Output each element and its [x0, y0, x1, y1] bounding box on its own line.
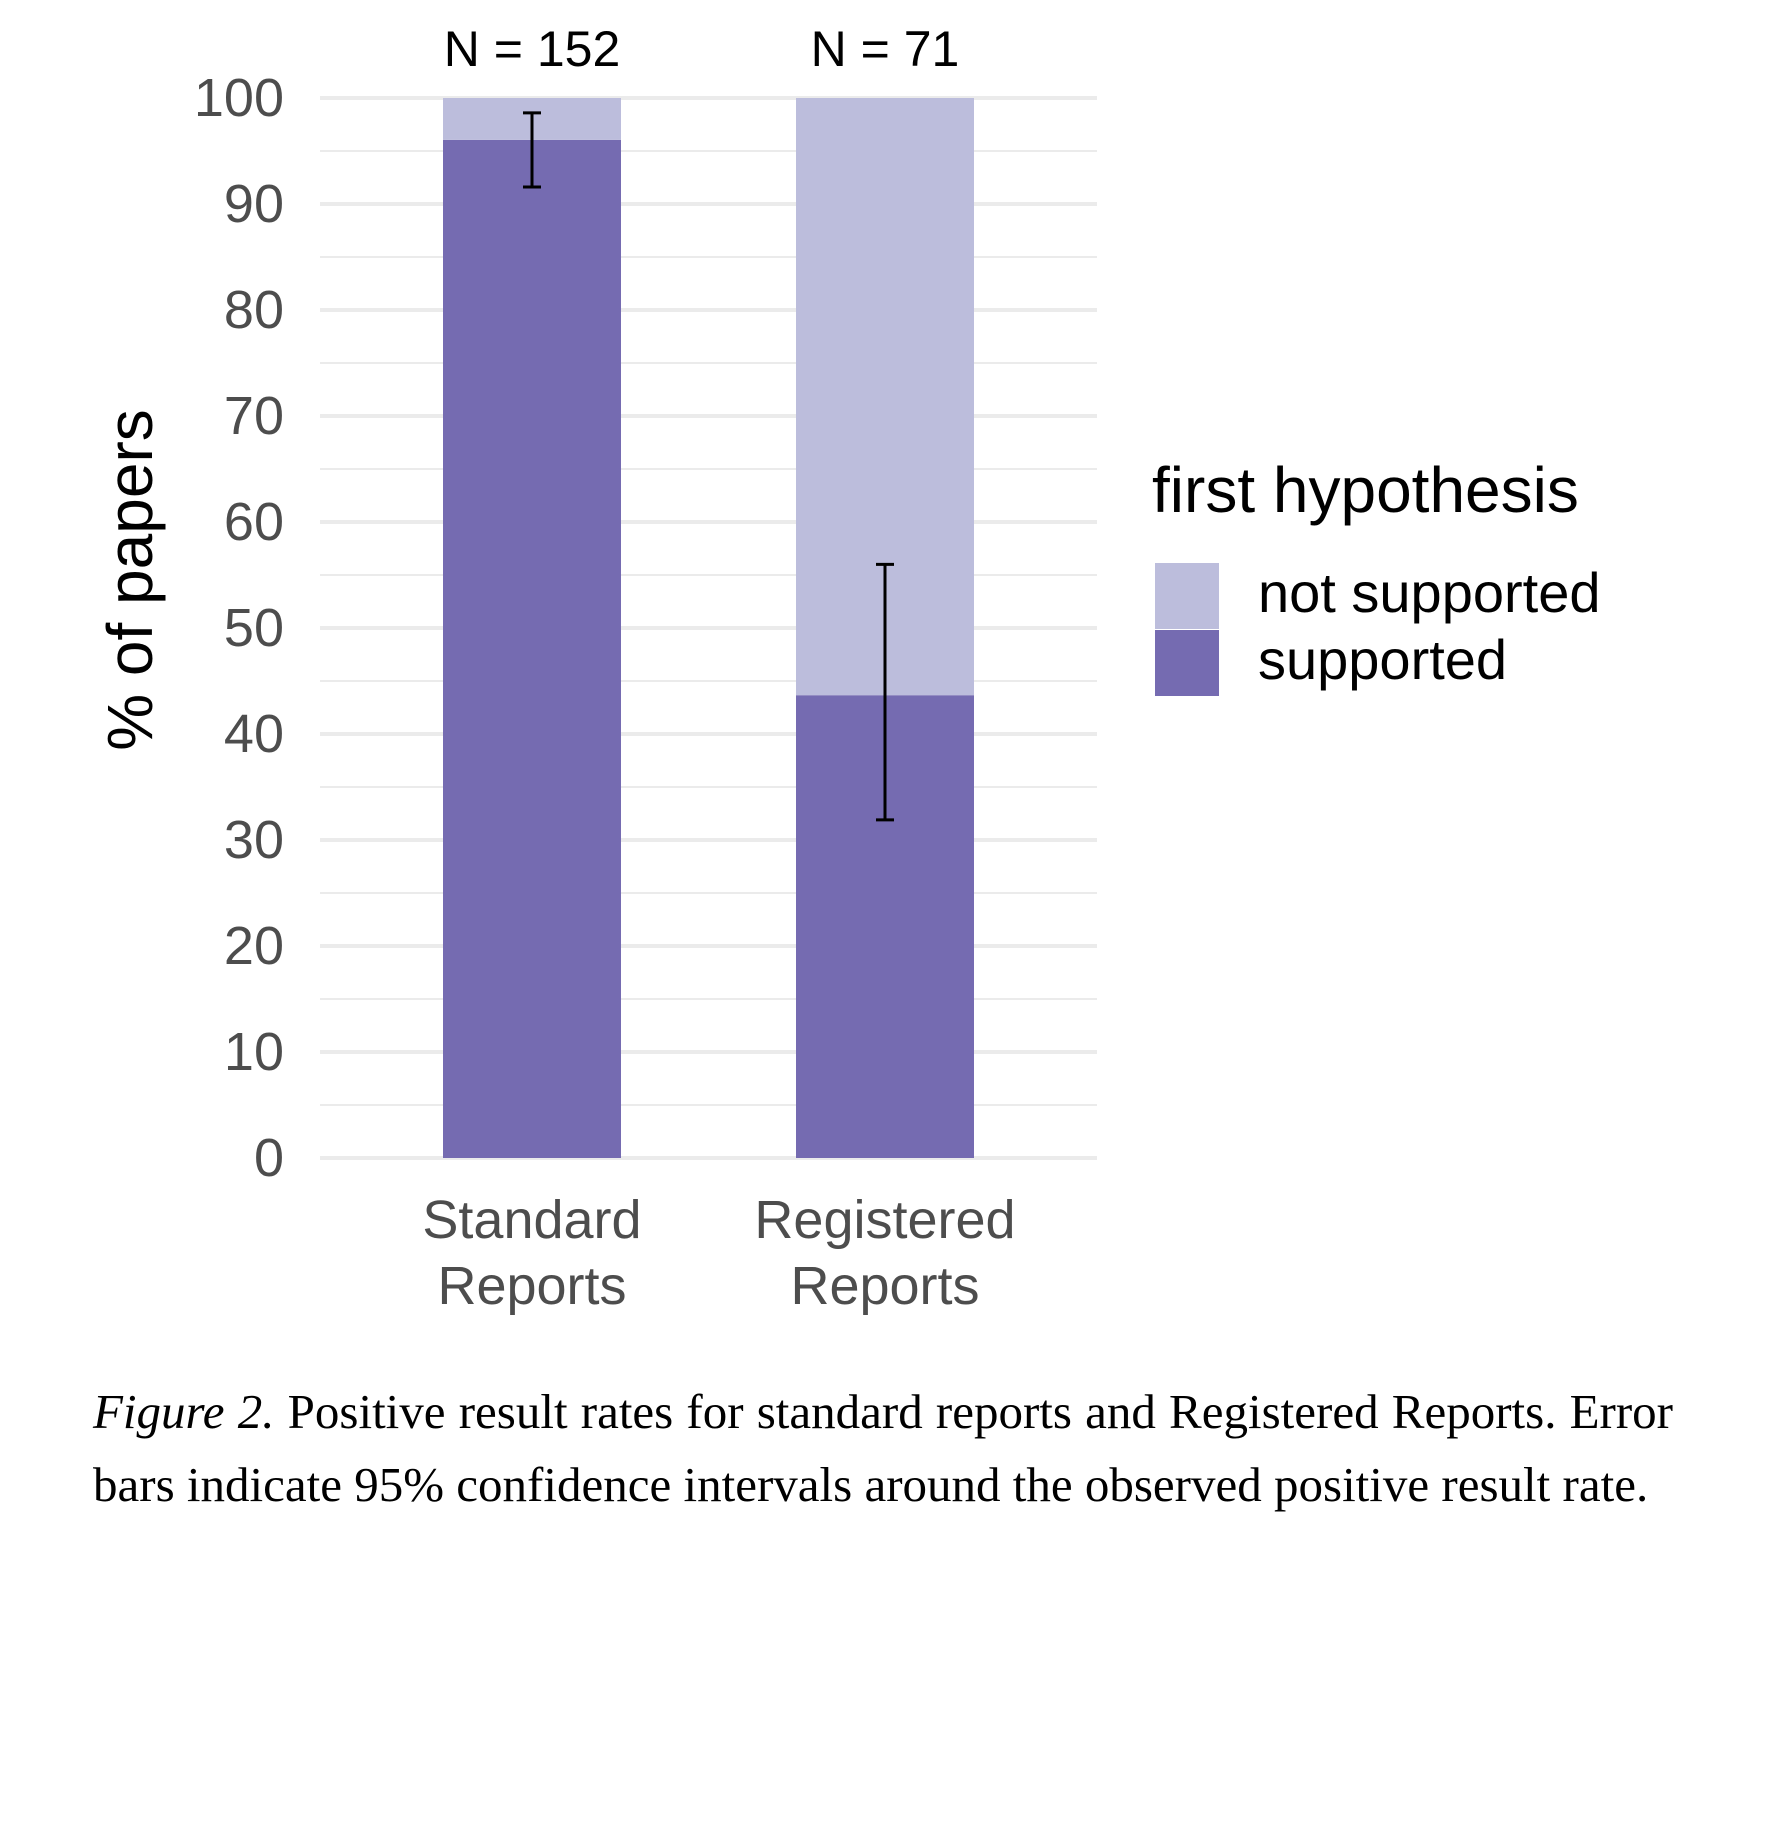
x-tick-label: Registered Reports: [754, 1190, 1015, 1316]
legend-label: supported: [1258, 628, 1507, 691]
legend-label: not supported: [1258, 561, 1600, 624]
y-tick-label: 70: [224, 386, 284, 446]
y-tick-label: 30: [224, 810, 284, 870]
sample-size-label: N = 152: [444, 21, 621, 77]
legend-entry: supported: [1155, 628, 1507, 696]
error-bar: [876, 562, 894, 822]
legend-title: first hypothesis: [1152, 454, 1579, 526]
y-tick-label: 100: [194, 68, 284, 128]
y-tick-label: 90: [224, 174, 284, 234]
y-tick-label: 10: [224, 1022, 284, 1082]
y-tick-label: 20: [224, 916, 284, 976]
error-bar: [523, 111, 541, 189]
y-tick-label: 0: [254, 1128, 284, 1188]
y-axis-label: % of papers: [94, 409, 166, 751]
x-tick-label-line: Reports: [790, 1256, 979, 1316]
x-tick-label-line: Reports: [437, 1256, 626, 1316]
bar-segment-supported: [443, 139, 621, 1158]
legend-entry: not supported: [1155, 561, 1600, 629]
legend-key: [1155, 630, 1219, 696]
y-tick-label: 50: [224, 598, 284, 658]
errorbar-layer: [523, 111, 894, 822]
caption-text: Positive result rates for standard repor…: [93, 1384, 1673, 1512]
category-top-labels: N = 152 N = 71: [444, 21, 960, 77]
bar-layer: [443, 98, 974, 1158]
grid-layer: [320, 96, 1097, 1160]
y-tick-label: 60: [224, 492, 284, 552]
x-tick-label: Standard Reports: [422, 1190, 641, 1316]
y-tick-label: 80: [224, 280, 284, 340]
x-tick-label-line: Registered: [754, 1190, 1015, 1250]
caption-label: Figure 2.: [93, 1384, 275, 1439]
y-tick-label: 40: [224, 704, 284, 764]
legend-key: [1155, 563, 1219, 629]
y-axis-ticks: 0 10 20 30 40 50 60 70 80 90 100: [194, 68, 284, 1188]
sample-size-label: N = 71: [811, 21, 960, 77]
figure-caption: Figure 2. Positive result rates for stan…: [93, 1375, 1673, 1521]
x-tick-label-line: Standard: [422, 1190, 641, 1250]
